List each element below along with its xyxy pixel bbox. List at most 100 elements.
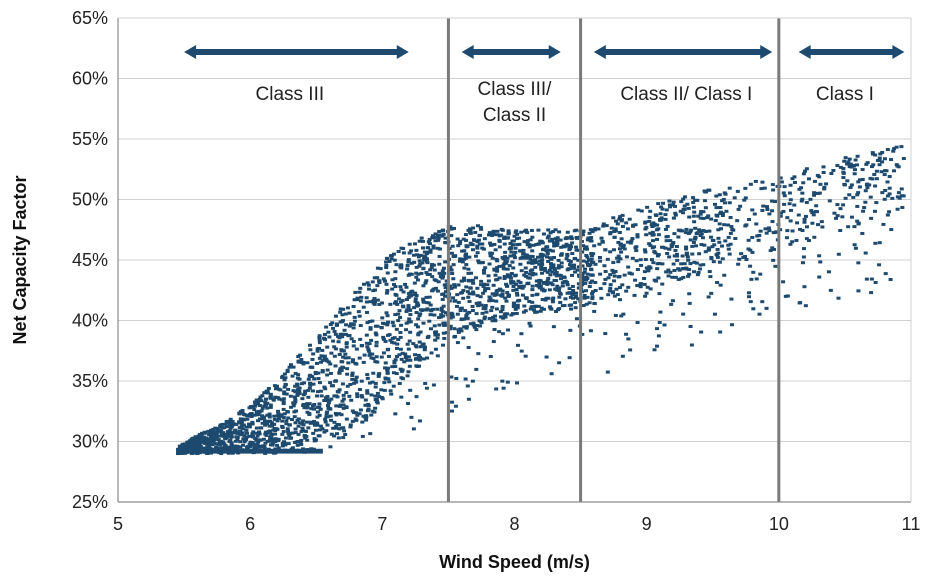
data-point <box>368 352 373 356</box>
data-point <box>364 310 369 314</box>
data-point <box>560 284 565 288</box>
data-point <box>470 278 475 282</box>
data-point <box>820 225 825 229</box>
data-point <box>394 372 399 376</box>
data-point <box>503 250 508 254</box>
data-point <box>432 324 437 328</box>
data-point <box>428 313 433 317</box>
data-point <box>848 186 853 190</box>
data-point <box>827 199 832 203</box>
data-point <box>702 243 707 247</box>
data-point <box>269 424 274 428</box>
data-point <box>568 260 573 264</box>
data-point <box>514 229 519 233</box>
outlier-point <box>408 388 413 392</box>
data-point <box>714 194 719 198</box>
outlier-point <box>748 300 753 304</box>
data-point <box>770 183 775 187</box>
data-point <box>498 310 503 314</box>
data-point <box>437 247 442 251</box>
data-point <box>626 227 631 231</box>
data-point <box>532 308 537 312</box>
data-point <box>227 423 232 427</box>
data-point <box>307 374 312 378</box>
outlier-point <box>826 270 831 274</box>
data-point <box>497 276 502 280</box>
data-point <box>290 431 295 435</box>
data-point <box>404 285 409 289</box>
data-point <box>283 436 288 440</box>
data-point <box>672 268 677 272</box>
data-point <box>887 186 892 190</box>
data-point <box>712 202 717 206</box>
outlier-point <box>800 261 805 265</box>
data-point <box>672 232 677 236</box>
data-point <box>405 358 410 362</box>
data-point <box>414 345 419 349</box>
data-point <box>444 241 449 245</box>
data-point <box>887 192 892 196</box>
data-point <box>271 428 276 432</box>
data-point <box>180 442 185 446</box>
data-point <box>466 267 471 271</box>
data-point <box>525 243 530 247</box>
data-point <box>582 270 587 274</box>
outlier-point <box>699 330 704 334</box>
data-point <box>565 283 570 287</box>
data-point <box>522 304 527 308</box>
data-point <box>452 335 457 339</box>
data-point <box>466 279 471 283</box>
data-point <box>384 291 389 295</box>
data-point <box>533 265 538 269</box>
data-point <box>364 300 369 304</box>
data-point <box>581 244 586 248</box>
data-point <box>366 283 371 287</box>
data-point <box>394 355 399 359</box>
outlier-point <box>806 239 811 243</box>
data-point <box>654 213 659 217</box>
data-point <box>328 362 333 366</box>
data-point <box>863 189 868 193</box>
data-point <box>597 242 602 246</box>
data-point <box>292 395 297 399</box>
data-point <box>481 247 486 251</box>
data-point <box>874 169 879 173</box>
data-point <box>556 264 561 268</box>
data-point <box>698 234 703 238</box>
data-point <box>674 252 679 256</box>
data-point <box>231 431 236 435</box>
data-point <box>767 212 772 216</box>
data-point <box>412 242 417 246</box>
data-point <box>352 298 357 302</box>
data-point <box>249 414 254 418</box>
data-point <box>292 415 297 419</box>
data-point <box>277 397 282 401</box>
data-point <box>482 282 487 286</box>
data-point <box>385 371 390 375</box>
data-point <box>896 191 901 195</box>
data-point <box>598 259 603 263</box>
data-point <box>337 352 342 356</box>
data-point <box>368 327 373 331</box>
data-point <box>530 284 535 288</box>
data-point <box>573 256 578 260</box>
data-point <box>703 250 708 254</box>
data-point <box>458 309 463 313</box>
data-point <box>546 228 551 232</box>
data-point <box>509 313 514 317</box>
data-point <box>486 287 491 291</box>
data-point <box>302 391 307 395</box>
data-point <box>353 417 358 421</box>
data-point <box>357 290 362 294</box>
data-point <box>421 321 426 325</box>
data-point <box>503 312 508 316</box>
data-point <box>486 274 491 278</box>
data-point <box>852 168 857 172</box>
data-point <box>558 253 563 257</box>
data-point <box>613 227 618 231</box>
arrowhead-left <box>798 45 811 59</box>
data-point <box>655 267 660 271</box>
data-point <box>542 266 547 270</box>
data-point <box>437 262 442 266</box>
data-point <box>633 246 638 250</box>
